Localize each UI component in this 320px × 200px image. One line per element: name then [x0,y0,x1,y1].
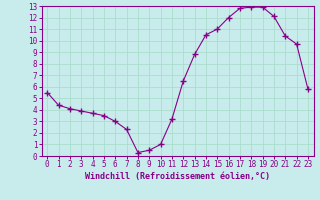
X-axis label: Windchill (Refroidissement éolien,°C): Windchill (Refroidissement éolien,°C) [85,172,270,181]
